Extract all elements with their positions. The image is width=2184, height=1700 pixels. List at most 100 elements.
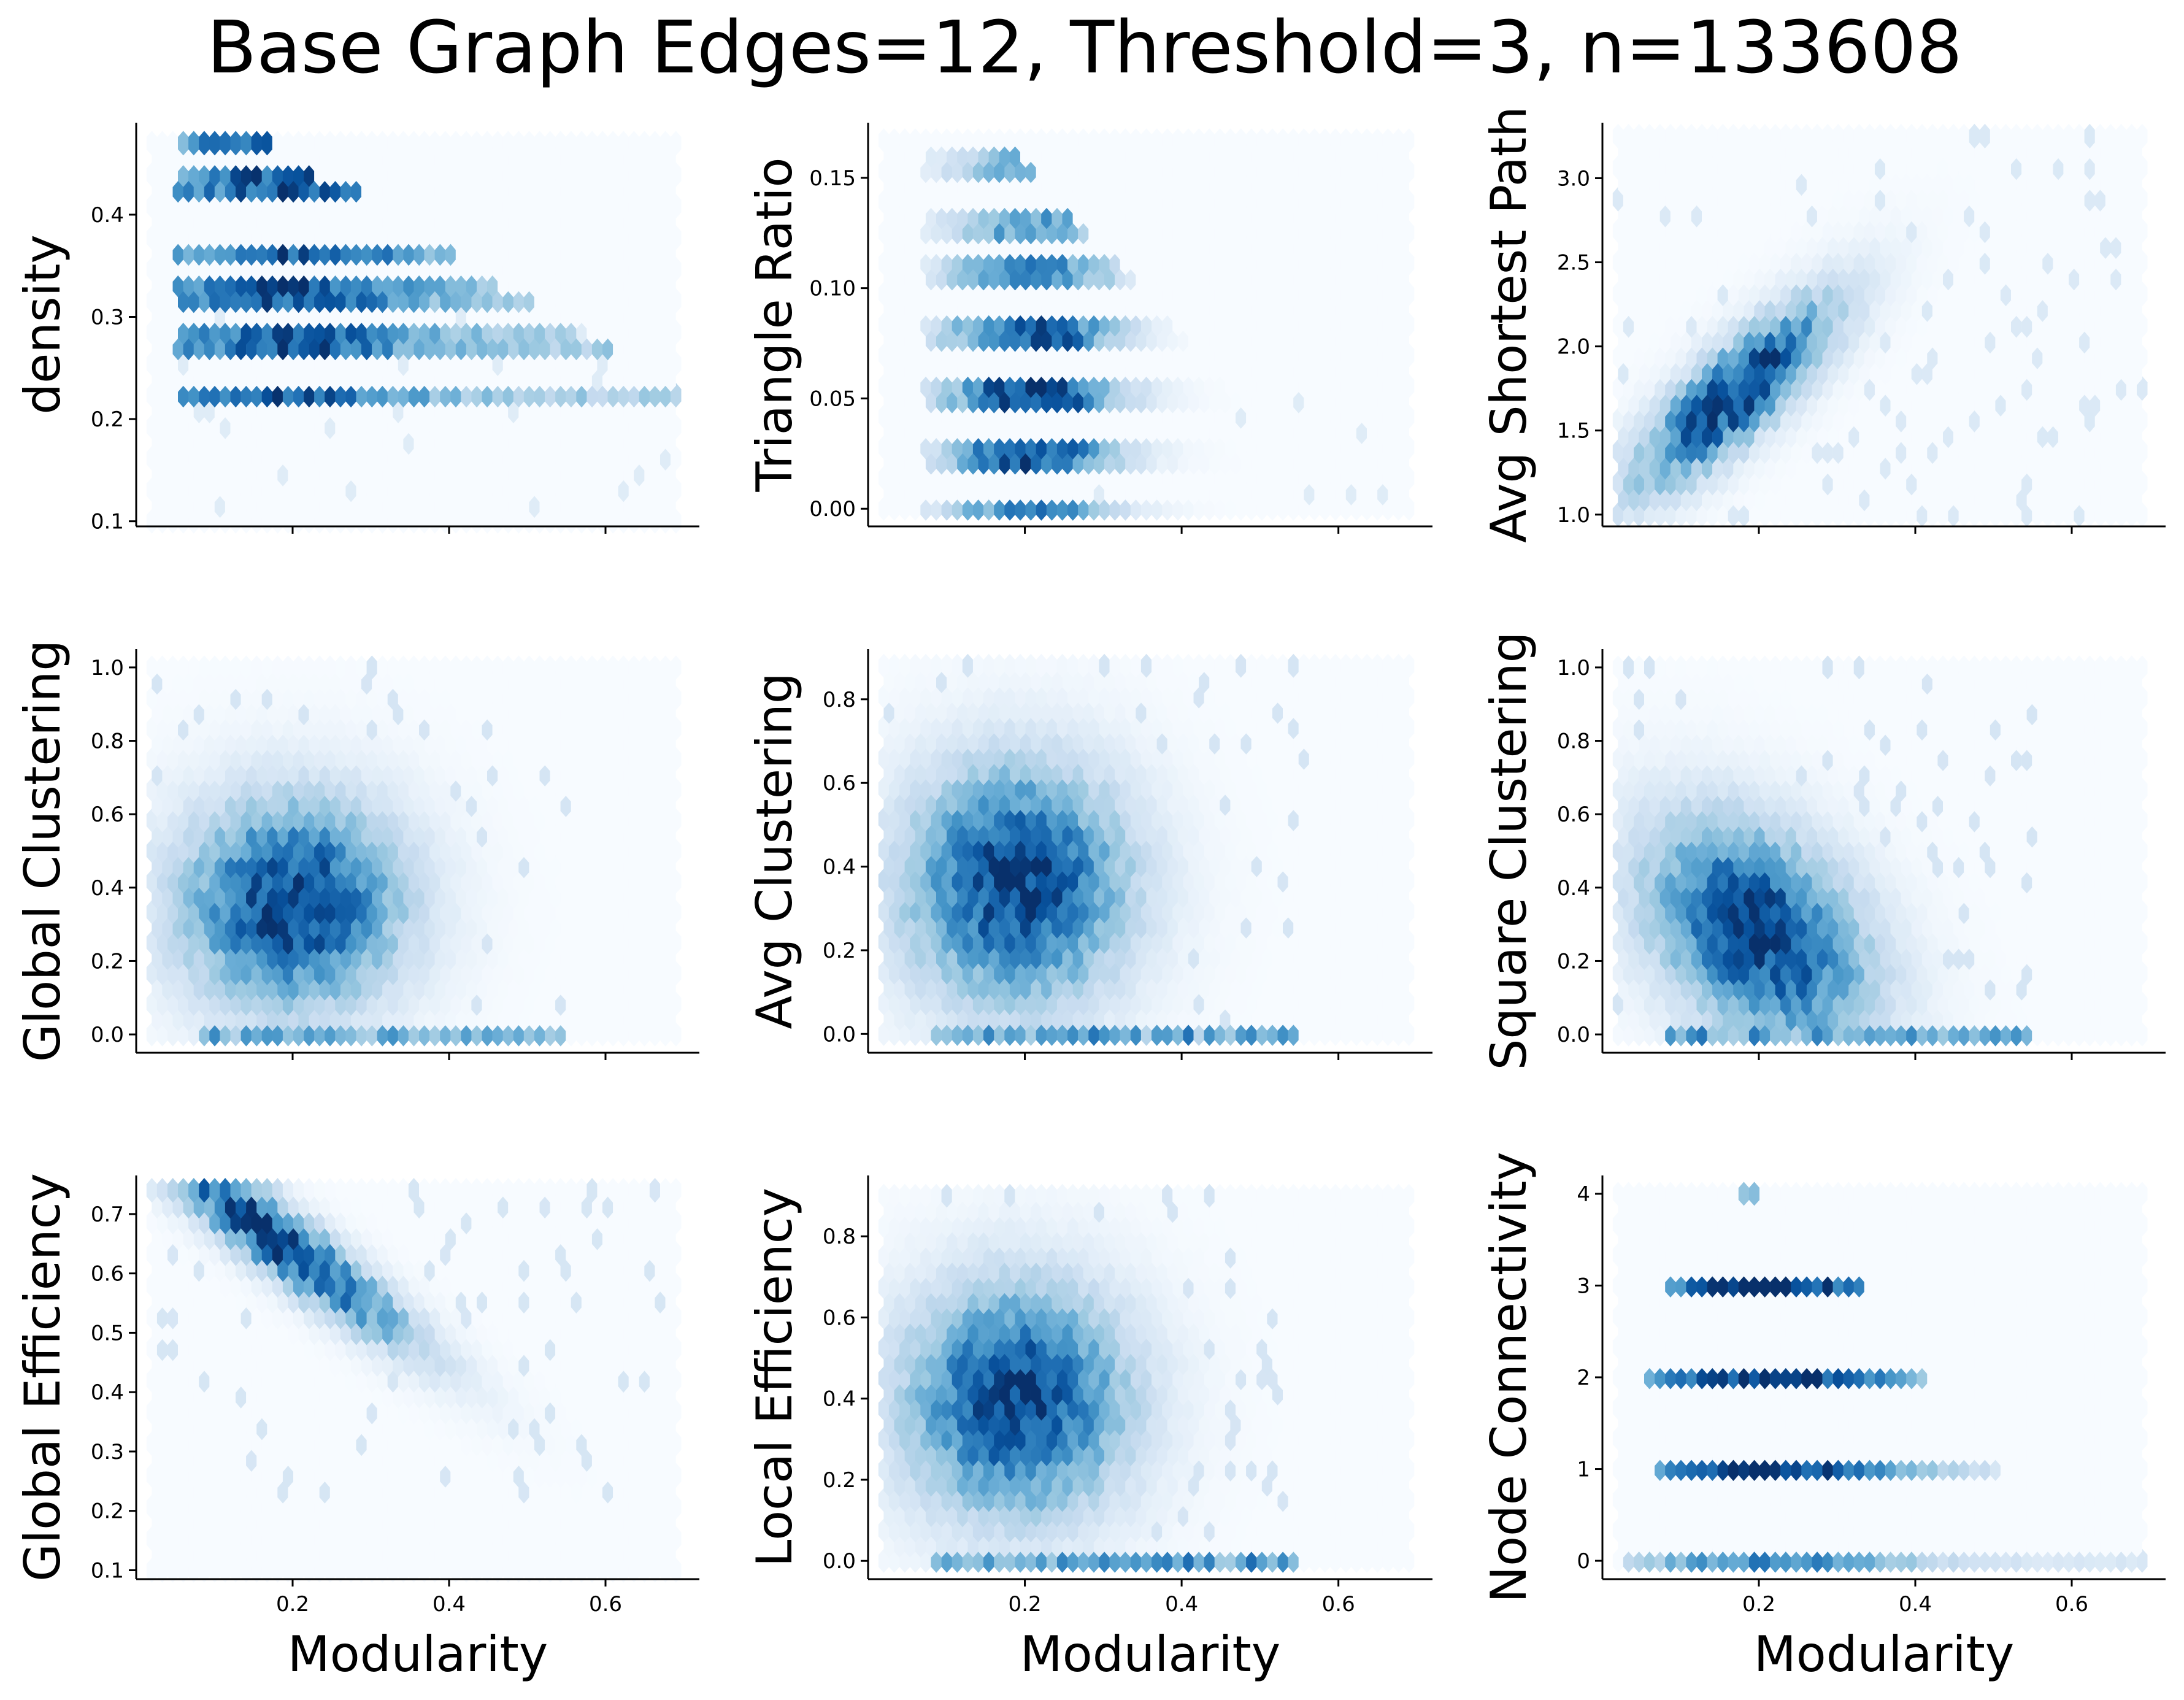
hex-cell [487,178,498,203]
hex-cell [487,241,498,266]
hex-cell [419,445,430,471]
hex-cell [634,304,645,329]
hex-cell [193,304,205,329]
hex-cell [513,288,525,313]
hex-cell [445,398,456,423]
hex-cell [523,225,535,250]
hex-cell [634,336,645,361]
hex-cell [429,225,440,250]
hex-cell [372,178,383,203]
hex-cell [613,398,624,423]
hex-cell [272,509,283,534]
hex-cell [466,336,477,361]
hex-cell [314,225,325,250]
hex-cell [424,493,435,518]
hex-cell [335,256,346,282]
hex-cell [618,414,629,439]
hex-cell [513,414,525,439]
hex-cell [487,367,498,392]
hex-cell [597,351,608,376]
hex-cell [586,256,598,282]
y-axis-label: Avg Shortest Path [1480,106,1537,543]
hex-cell [655,241,666,266]
hex-cell [539,304,550,329]
hex-cell [178,477,189,502]
hex-cell [335,320,346,345]
hex-cell [550,367,561,392]
hex-cell [455,241,467,266]
hex-cell [256,272,267,298]
hex-cell [644,304,655,329]
hex-cell [419,256,430,282]
hexbin-cells [146,131,682,534]
hex-cell [471,509,482,534]
hex-cell [429,509,440,534]
hex-cell [523,445,535,471]
hex-cell [236,178,247,203]
hex-cell [256,304,267,329]
hex-cell [403,430,414,455]
hex-cell [377,288,388,313]
hex-cell [508,272,519,298]
hex-cell [492,509,503,534]
hex-cell [644,178,655,203]
hex-cell [309,272,320,298]
hex-cell [298,367,309,392]
hex-cell [282,414,294,439]
hex-cell [261,288,273,313]
hex-cell [429,477,440,502]
hex-cell [361,304,372,329]
hex-cell [225,493,236,518]
hex-cell [230,383,241,408]
hex-cell [340,461,352,487]
hex-cell [382,367,393,392]
hex-cell [649,383,661,408]
hex-cell [309,367,320,392]
hex-cell [623,430,634,455]
hex-cell [152,398,163,423]
hex-cell [665,178,676,203]
hex-cell [335,351,346,376]
hex-cell [429,445,440,471]
hex-cell [628,445,640,471]
hex-cell [450,383,461,408]
hex-cell [204,367,215,392]
hex-cell [335,509,346,534]
hex-cell [628,414,640,439]
hex-cell [450,445,461,471]
hex-cell [634,209,645,234]
hex-cell [377,194,388,219]
hex-cell [461,288,472,313]
hex-cell [314,351,325,376]
hex-cell [623,241,634,266]
figure-title: Base Graph Edges=12, Threshold=3, n=1336… [207,5,1962,90]
hex-cell [382,272,393,298]
hex-cell [230,288,241,313]
hex-cell [477,209,488,234]
hex-cell [434,178,446,203]
hex-cell [356,509,367,534]
hex-cell [408,256,420,282]
hex-cell [251,288,263,313]
hex-cell [591,304,603,329]
hex-cell [345,414,356,439]
hex-cell [146,256,158,282]
hex-cell [566,351,577,376]
hex-cell [172,461,183,487]
hex-cell [461,320,472,345]
hex-cell [628,288,640,313]
hex-cell [508,367,519,392]
hex-cell [146,383,158,408]
hex-cell [644,430,655,455]
hex-cell [366,351,377,376]
hex-cell [665,461,676,487]
hex-cell [408,383,420,408]
hex-cell [319,367,331,392]
hex-cell [518,367,529,392]
hex-cell [282,320,294,345]
hex-cell [424,336,435,361]
hex-cell [434,272,446,298]
hex-cell [240,320,252,345]
hex-cell [325,477,336,502]
